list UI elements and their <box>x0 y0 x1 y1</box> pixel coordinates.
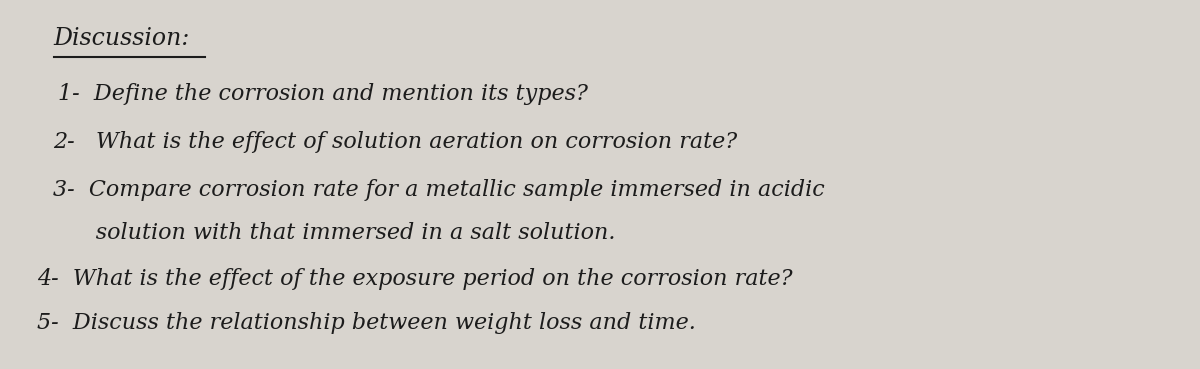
Text: 3-  Compare corrosion rate for a metallic sample immersed in acidic: 3- Compare corrosion rate for a metallic… <box>53 179 824 201</box>
Text: 1-  Define the corrosion and mention its types?: 1- Define the corrosion and mention its … <box>59 83 588 105</box>
Text: solution with that immersed in a salt solution.: solution with that immersed in a salt so… <box>53 221 616 244</box>
Text: 4-  What is the effect of the exposure period on the corrosion rate?: 4- What is the effect of the exposure pe… <box>37 268 792 290</box>
Text: 2-   What is the effect of solution aeration on corrosion rate?: 2- What is the effect of solution aerati… <box>53 131 737 153</box>
Text: Discussion:: Discussion: <box>54 27 191 50</box>
Text: 5-  Discuss the relationship between weight loss and time.: 5- Discuss the relationship between weig… <box>37 312 696 334</box>
